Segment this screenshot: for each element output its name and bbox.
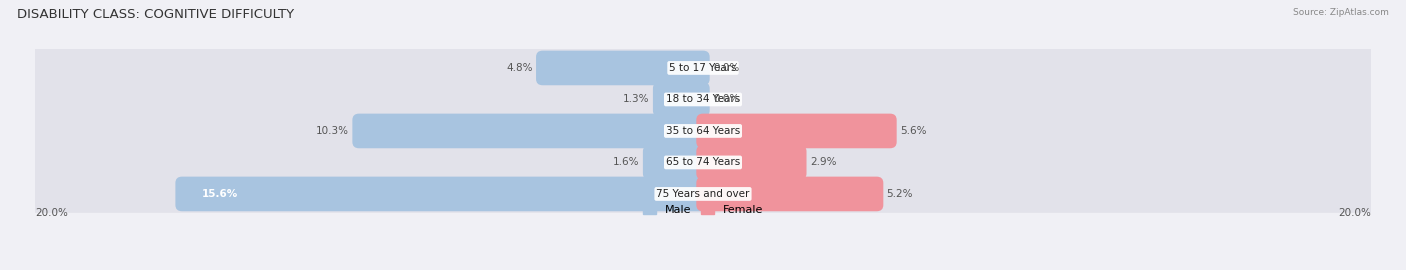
FancyBboxPatch shape — [696, 177, 883, 211]
FancyBboxPatch shape — [176, 177, 710, 211]
Text: 18 to 34 Years: 18 to 34 Years — [666, 94, 740, 104]
Text: 4.8%: 4.8% — [506, 63, 533, 73]
FancyBboxPatch shape — [696, 114, 897, 148]
FancyBboxPatch shape — [27, 175, 1379, 213]
FancyBboxPatch shape — [643, 145, 710, 180]
Text: 65 to 74 Years: 65 to 74 Years — [666, 157, 740, 167]
FancyBboxPatch shape — [652, 82, 710, 117]
Text: 2.9%: 2.9% — [810, 157, 837, 167]
Legend: Male, Female: Male, Female — [638, 199, 768, 219]
FancyBboxPatch shape — [27, 144, 1379, 181]
Text: 5.6%: 5.6% — [900, 126, 927, 136]
FancyBboxPatch shape — [696, 145, 807, 180]
Text: 20.0%: 20.0% — [1339, 208, 1371, 218]
Text: 0.0%: 0.0% — [713, 94, 740, 104]
Text: 10.3%: 10.3% — [316, 126, 349, 136]
Text: 0.0%: 0.0% — [713, 63, 740, 73]
Text: 15.6%: 15.6% — [202, 189, 239, 199]
Text: DISABILITY CLASS: COGNITIVE DIFFICULTY: DISABILITY CLASS: COGNITIVE DIFFICULTY — [17, 8, 294, 21]
FancyBboxPatch shape — [27, 49, 1379, 87]
FancyBboxPatch shape — [353, 114, 710, 148]
FancyBboxPatch shape — [536, 51, 710, 85]
Text: 5.2%: 5.2% — [887, 189, 912, 199]
FancyBboxPatch shape — [27, 112, 1379, 150]
Text: Source: ZipAtlas.com: Source: ZipAtlas.com — [1294, 8, 1389, 17]
Text: 20.0%: 20.0% — [35, 208, 67, 218]
Text: 35 to 64 Years: 35 to 64 Years — [666, 126, 740, 136]
Text: 1.6%: 1.6% — [613, 157, 640, 167]
Text: 1.3%: 1.3% — [623, 94, 650, 104]
Text: 75 Years and over: 75 Years and over — [657, 189, 749, 199]
FancyBboxPatch shape — [27, 80, 1379, 118]
Text: 5 to 17 Years: 5 to 17 Years — [669, 63, 737, 73]
